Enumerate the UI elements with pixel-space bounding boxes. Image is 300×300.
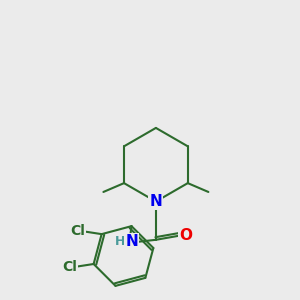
Text: N: N: [125, 234, 138, 249]
Text: O: O: [180, 228, 193, 243]
Text: N: N: [149, 194, 162, 209]
Text: H: H: [115, 235, 125, 248]
Text: Cl: Cl: [62, 260, 76, 274]
Text: Cl: Cl: [70, 224, 85, 238]
